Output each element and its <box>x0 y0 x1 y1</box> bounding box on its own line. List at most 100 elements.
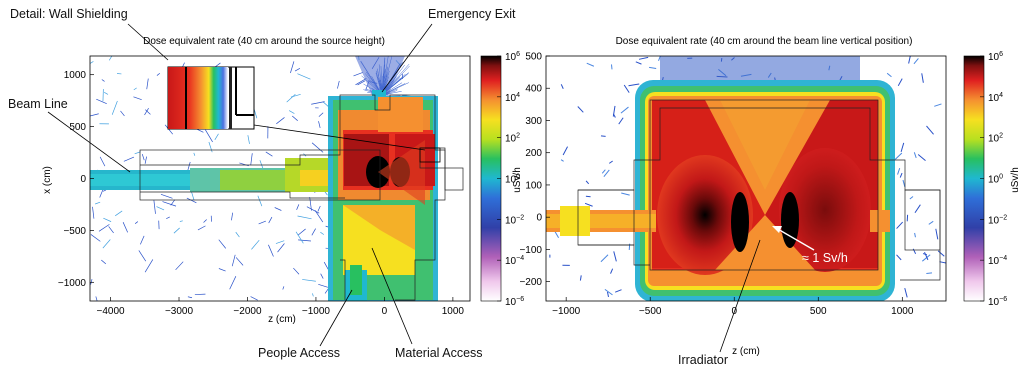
radiation-streak <box>899 172 903 178</box>
dose-point-label: ≈ 1 Sv/h <box>802 251 848 265</box>
people-access-pointer <box>319 289 353 347</box>
radiation-streak <box>921 73 924 83</box>
radiation-streak <box>311 228 316 236</box>
radiation-streak <box>286 93 296 103</box>
radiation-streak <box>621 192 630 196</box>
radiation-streak <box>247 135 250 145</box>
radiation-streak <box>914 204 921 213</box>
radiation-streak <box>614 289 622 293</box>
colorbar-tick-label: 10−2 <box>988 214 1007 226</box>
radiation-streak <box>585 195 591 198</box>
colorbar-tick-label: 10−4 <box>988 255 1007 267</box>
radiation-streak <box>628 83 640 87</box>
radiation-streak <box>318 112 324 117</box>
radiation-streak <box>276 117 285 125</box>
radiation-streak <box>122 222 128 233</box>
radiation-streak <box>320 231 325 235</box>
colorbar-tick-label: 100 <box>988 174 1003 186</box>
radiation-streak <box>187 296 193 299</box>
wall-shielding-pointer <box>127 23 169 61</box>
radiation-streak <box>133 96 142 101</box>
radiation-streak <box>560 159 564 162</box>
y-tick-label: −1000 <box>58 278 87 289</box>
radiation-streak <box>193 152 196 156</box>
radiation-streak <box>214 133 219 141</box>
radiation-streak <box>909 196 914 200</box>
radiation-streak <box>258 220 266 225</box>
radiation-streak <box>897 167 901 175</box>
radiation-streak <box>600 254 609 263</box>
emergency-exit-label: Emergency Exit <box>428 7 516 21</box>
radiation-streak <box>297 215 312 220</box>
radiation-streak <box>144 156 147 164</box>
radiation-streak <box>120 110 125 117</box>
x-tick-label: −1000 <box>302 306 331 317</box>
radiation-streak <box>288 110 295 114</box>
radiation-streak <box>229 276 237 290</box>
radiation-streak <box>162 201 177 207</box>
right-walls <box>577 99 941 281</box>
detail-wall-shielding-inset <box>167 66 441 163</box>
radiation-streak <box>111 100 118 115</box>
radiation-streak <box>96 98 107 105</box>
radiation-streak <box>175 261 184 271</box>
radiation-streak <box>296 204 300 210</box>
radiation-streak <box>231 254 236 267</box>
x-tick-label: 0 <box>382 306 388 317</box>
beam-line-label: Beam Line <box>8 97 68 111</box>
y-tick-label: 0 <box>80 174 86 185</box>
annotations: Detail: Wall Shielding Emergency Exit Be… <box>8 7 848 367</box>
radiation-streak <box>608 160 613 164</box>
people-access-label: People Access <box>258 346 340 360</box>
colorbar-tick-label: 10−4 <box>505 255 524 267</box>
left-dose-map: Dose equivalent rate (40 cm around the s… <box>42 36 524 325</box>
material-access-label: Material Access <box>395 346 483 360</box>
left-y-axis-label: x (cm) <box>42 166 53 194</box>
x-tick-label: −4000 <box>96 306 125 317</box>
radiation-streak <box>203 219 207 223</box>
irradiator-label: Irradiator <box>678 353 728 367</box>
radiation-streak <box>320 273 324 279</box>
radiation-streak <box>926 272 933 275</box>
radiation-streak <box>90 61 94 64</box>
right-colorbar-label: uSv/h <box>1010 167 1021 193</box>
radiation-streak <box>317 205 321 212</box>
radiation-streak <box>618 117 624 125</box>
radiation-streak <box>922 254 931 262</box>
dose-point-pointer <box>775 227 815 251</box>
right-dose-map: Dose equivalent rate (40 cm around the b… <box>519 36 1021 357</box>
radiation-streak <box>265 151 273 157</box>
radiation-streak <box>218 239 227 249</box>
radiation-streak <box>250 296 258 301</box>
right-axes: −1000−500050010005004003002001000−100−20… <box>519 52 913 318</box>
radiation-streak <box>268 244 274 257</box>
radiation-streak <box>649 66 657 69</box>
radiation-streak <box>290 61 295 74</box>
radiation-streak <box>311 142 324 153</box>
radiation-streak <box>917 154 926 161</box>
radiation-streak <box>886 72 892 78</box>
radiation-streak <box>156 72 161 76</box>
radiation-streak <box>896 221 904 229</box>
radiation-streak <box>156 206 165 211</box>
radiation-streak <box>894 152 903 160</box>
radiation-streak <box>337 80 340 89</box>
colorbar-tick-label: 104 <box>988 92 1003 104</box>
radiation-streak <box>257 195 263 207</box>
left-colorbar-label: uSv/h <box>512 167 523 193</box>
radiation-streak <box>623 84 630 93</box>
radiation-streak <box>904 288 908 298</box>
radiation-streak <box>577 106 584 113</box>
radiation-streak <box>197 225 206 231</box>
radiation-streak <box>924 251 929 261</box>
radiation-streak <box>282 286 285 290</box>
radiation-streak <box>235 257 244 266</box>
y-tick-label: 200 <box>525 148 542 159</box>
radiation-streak <box>306 206 320 214</box>
left-field <box>90 56 438 301</box>
radiation-streak <box>235 231 240 238</box>
radiation-streak <box>353 72 363 77</box>
wall-shielding-label: Detail: Wall Shielding <box>10 7 128 21</box>
radiation-streak <box>897 78 903 87</box>
colorbar-tick-label: 10−6 <box>988 296 1007 308</box>
